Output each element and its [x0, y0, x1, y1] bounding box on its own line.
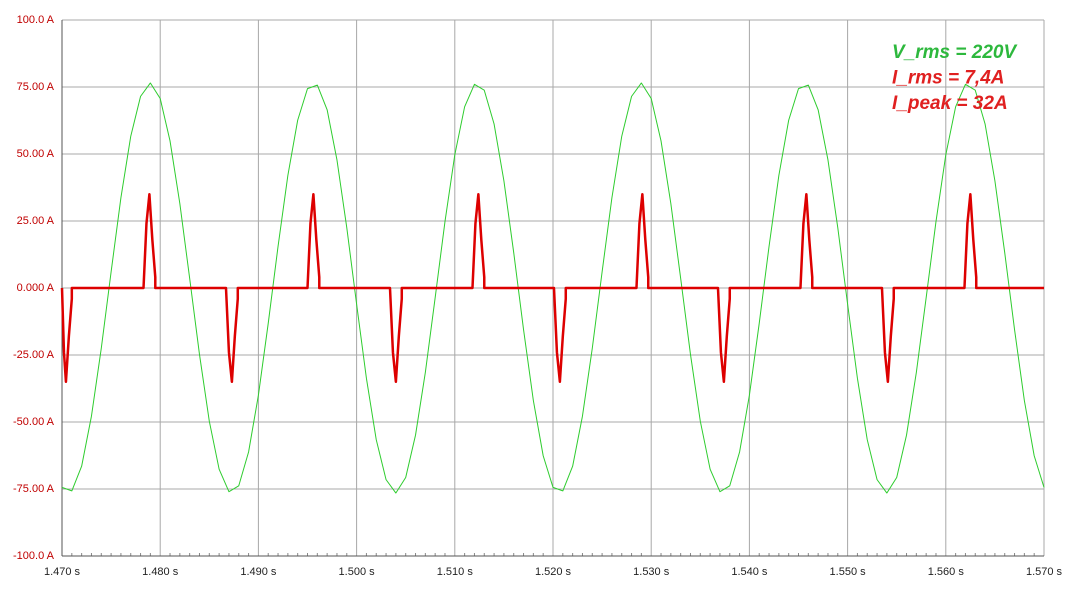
- x-tick-label: 1.540 s: [731, 566, 768, 578]
- x-tick-label: 1.490 s: [240, 566, 277, 578]
- x-tick-label: 1.530 s: [633, 566, 670, 578]
- x-tick-label: 1.480 s: [142, 566, 179, 578]
- series-line: [60, 192, 1044, 384]
- y-tick-label: -25.00 A: [13, 349, 55, 361]
- x-tick-label: 1.570 s: [1026, 566, 1063, 578]
- annotation: I_rms = 7,4A: [892, 68, 1005, 89]
- series-line: [61, 82, 1045, 494]
- y-tick-label: 75.00 A: [17, 81, 55, 93]
- x-tick-label: 1.500 s: [339, 566, 376, 578]
- y-tick-label: 0.000 A: [17, 282, 55, 294]
- x-tick-label: 1.520 s: [535, 566, 572, 578]
- y-tick-label: 50.00 A: [17, 148, 55, 160]
- y-tick-label: -50.00 A: [13, 416, 55, 428]
- x-tick-label: 1.510 s: [437, 566, 474, 578]
- x-tick-label: 1.470 s: [44, 566, 81, 578]
- annotation: V_rms = 220V: [892, 42, 1017, 63]
- y-tick-label: 25.00 A: [17, 215, 55, 227]
- y-tick-label: -75.00 A: [13, 483, 55, 495]
- annotation: I_peak = 32A: [892, 93, 1008, 114]
- x-tick-label: 1.560 s: [928, 566, 965, 578]
- y-tick-label: -100.0 A: [13, 550, 55, 562]
- y-tick-label: 100.0 A: [17, 14, 55, 26]
- x-tick-label: 1.550 s: [830, 566, 867, 578]
